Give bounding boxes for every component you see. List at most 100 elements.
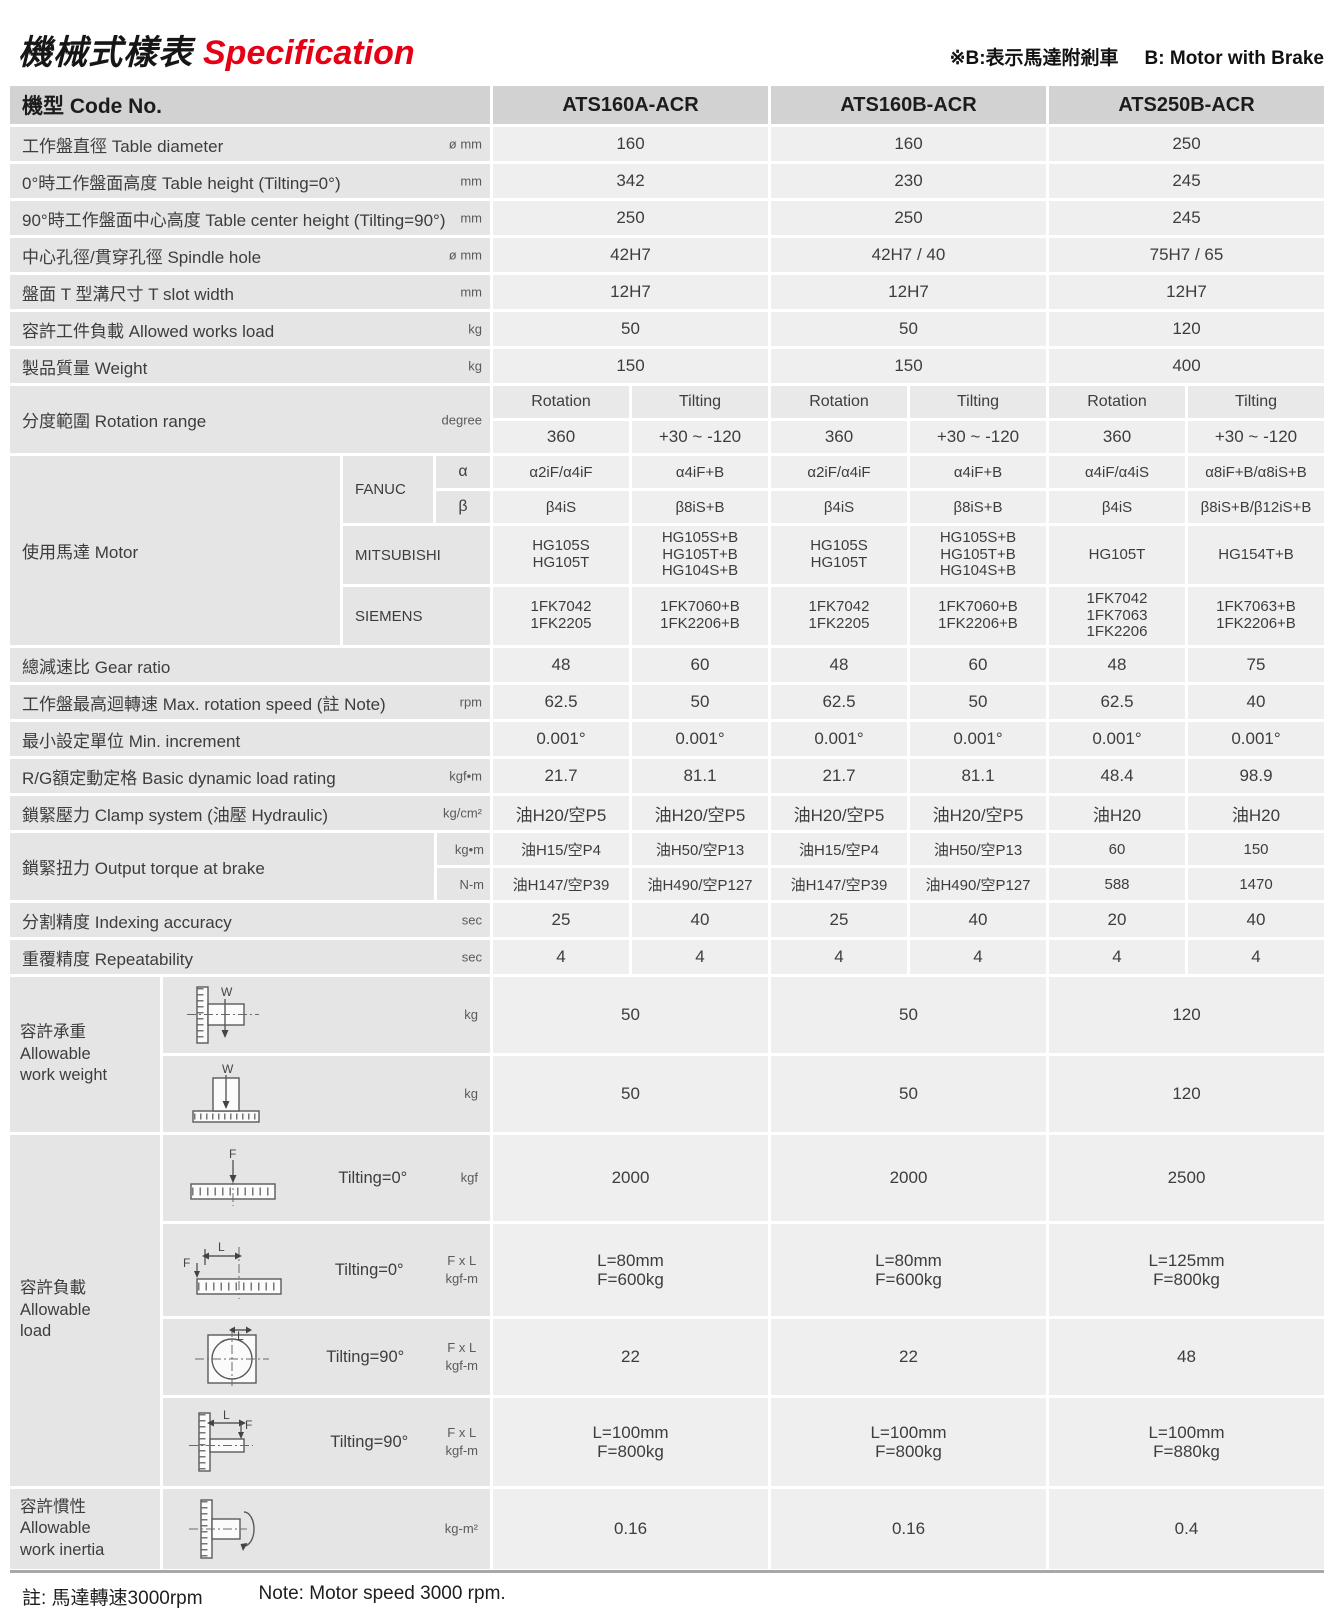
- brake-note: ※B:表示馬達附剎車 B: Motor with Brake: [950, 43, 1324, 74]
- tilting-label: Tilting=90°: [326, 1347, 405, 1366]
- row-unit: kgf•m: [449, 768, 482, 784]
- row-label: 總減速比 Gear ratio: [22, 657, 171, 677]
- value-cell: 62.5: [1049, 685, 1185, 719]
- brand-mitsubishi: MITSUBISHI: [343, 526, 490, 584]
- row-label: 容許工件負載 Allowed works load: [22, 321, 275, 341]
- torque-nm-row: N-m 油H147/空P39 油H490/空P127 油H147/空P39 油H…: [437, 868, 1324, 900]
- value-cell: 0.001°: [1188, 722, 1324, 756]
- value-cell: 160: [493, 127, 768, 161]
- table-row: 最小設定單位 Min. increment 0.001° 0.001° 0.00…: [10, 722, 1324, 756]
- value-cell: 245: [1049, 164, 1324, 198]
- value-cell: L=100mm F=800kg: [493, 1398, 768, 1486]
- tilting-label: Tilting=0°: [338, 1168, 408, 1187]
- row-label-cell: 0°時工作盤面高度 Table height (Tilting=0°) mm: [10, 164, 490, 198]
- row-label-cell: 製品質量 Weight kg: [10, 349, 490, 383]
- value-cell: 60: [632, 648, 768, 682]
- value-cell: 160: [771, 127, 1046, 161]
- row-label-cell: 盤面 T 型溝尺寸 T slot width mm: [10, 275, 490, 309]
- table-row: 0°時工作盤面高度 Table height (Tilting=0°) mm 34…: [10, 164, 1324, 198]
- table-row: 盤面 T 型溝尺寸 T slot width mm 12H7 12H7 12H7: [10, 275, 1324, 309]
- value-cell: HG105S HG105T: [493, 526, 629, 584]
- value-cell: L=125mm F=800kg: [1049, 1224, 1324, 1316]
- value-cell: 62.5: [771, 685, 907, 719]
- diagram-cell: L F Tilting=90° F x L kgf-m: [163, 1398, 490, 1486]
- work-weight-label: 容許承重 Allowable work weight: [10, 977, 160, 1132]
- row-label-cell: 重覆精度 Repeatability sec: [10, 940, 490, 974]
- value-cell: HG105T: [1049, 526, 1185, 584]
- row-label: 90°時工作盤面中心高度 Table center height (Tiltin…: [22, 210, 446, 230]
- value-cell: 25: [493, 903, 629, 937]
- value-cell: α4iF+B: [632, 456, 768, 488]
- value-cell: 40: [1188, 903, 1324, 937]
- row-unit: kg-m²: [444, 1521, 478, 1537]
- row-label-cell: 最小設定單位 Min. increment: [10, 722, 490, 756]
- row-unit: kg: [468, 321, 482, 337]
- value-cell: 0.001°: [493, 722, 629, 756]
- diagram-cell: L F Tilting=0° F x L kgf-m: [163, 1224, 490, 1316]
- value-cell: 98.9: [1188, 759, 1324, 793]
- value-cell: β8iS+B: [632, 491, 768, 523]
- table-row: 工作盤最高迴轉速 Max. rotation speed (註 Note) rpm…: [10, 685, 1324, 719]
- row-unit: mm: [460, 284, 482, 300]
- w-label: W: [221, 985, 233, 999]
- value-cell: 75H7 / 65: [1049, 238, 1324, 272]
- torque-label: 鎖緊扭力 Output torque at brake: [10, 833, 434, 900]
- value-cell: 48: [1049, 648, 1185, 682]
- row-unit: rpm: [459, 694, 482, 710]
- row-label: R/G額定動定格 Basic dynamic load rating: [22, 768, 336, 788]
- footnote: 註: 馬達轉速3000rpm Note: Motor speed 3000 rp…: [10, 1573, 1324, 1610]
- row-unit: F x L kgf-m: [445, 1425, 479, 1458]
- value-cell: 12H7: [493, 275, 768, 309]
- value-cell: 81.1: [910, 759, 1046, 793]
- value-cell: 12H7: [1049, 275, 1324, 309]
- tilting-90-face-diagram: L: [195, 1326, 269, 1386]
- fanuc-subrows: α α2iF/α4iF α4iF+B α2iF/α4iF α4iF+B α4iF…: [436, 456, 1324, 523]
- value-cell: 油H147/空P39: [771, 868, 907, 900]
- bottom-divider: [10, 1570, 1324, 1573]
- value-cell: 150: [493, 349, 768, 383]
- value-cell: 21.7: [493, 759, 629, 793]
- code-no-header: 機型 Code No.: [10, 86, 490, 124]
- value-cell: β4iS: [771, 491, 907, 523]
- value-cell: 1FK7060+B 1FK2206+B: [632, 587, 768, 645]
- row-unit: ø mm: [448, 247, 482, 263]
- rotation-tilting-header-row: Rotation Tilting Rotation Tilting Rotati…: [493, 386, 1324, 418]
- value-cell: 120: [1049, 977, 1324, 1053]
- row-label-cell: 工作盤直徑 Table diameter ø mm: [10, 127, 490, 161]
- value-cell: α4iF+B: [910, 456, 1046, 488]
- value-cell: L=100mm F=880kg: [1049, 1398, 1324, 1486]
- value-cell: 60: [1049, 833, 1185, 865]
- footnote-zh: 註: 馬達轉速3000rpm: [22, 1588, 203, 1609]
- table-row: 製品質量 Weight kg 150 150 400: [10, 349, 1324, 383]
- brand-siemens: SIEMENS: [343, 587, 490, 645]
- value-cell: 0.001°: [632, 722, 768, 756]
- value-cell: 4: [493, 940, 629, 974]
- row-unit: ø mm: [448, 136, 482, 152]
- inertia-label: 容許慣性 Allowable work inertia: [10, 1489, 160, 1569]
- value-cell: 588: [1049, 868, 1185, 900]
- value-cell: 40: [632, 903, 768, 937]
- value-cell: α8iF+B/α8iS+B: [1188, 456, 1324, 488]
- row-unit: sec: [461, 912, 482, 928]
- value-cell: 2000: [771, 1135, 1046, 1221]
- value-cell: 40: [910, 903, 1046, 937]
- load-row: L F Tilting=0° F x L kgf-m L=80mm F=600k…: [163, 1224, 1324, 1316]
- value-cell: 22: [771, 1319, 1046, 1395]
- value-cell: 42H7 / 40: [771, 238, 1046, 272]
- load-label: 容許負載 Allowable load: [10, 1135, 160, 1486]
- value-cell: α4iF/α4iS: [1049, 456, 1185, 488]
- value-cell: 81.1: [632, 759, 768, 793]
- value-cell: α2iF/α4iF: [771, 456, 907, 488]
- brand-fanuc: FANUC: [343, 456, 433, 523]
- value-cell: 60: [910, 648, 1046, 682]
- value-cell: 0.001°: [1049, 722, 1185, 756]
- row-label-cell: R/G額定動定格 Basic dynamic load rating kgf•m: [10, 759, 490, 793]
- value-cell: 400: [1049, 349, 1324, 383]
- value-cell: 0.001°: [771, 722, 907, 756]
- brake-note-zh: ※B:表示馬達附剎車: [949, 48, 1119, 69]
- model-header: ATS250B-ACR: [1049, 86, 1324, 124]
- subheader-cell: Rotation: [771, 386, 907, 418]
- inertia-section: 容許慣性 Allowable work inertia kg-m² 0.16 0…: [10, 1489, 1324, 1569]
- diagram-cell: L Tilting=90° F x L kgf-m: [163, 1319, 490, 1395]
- row-unit: kg: [464, 1007, 478, 1023]
